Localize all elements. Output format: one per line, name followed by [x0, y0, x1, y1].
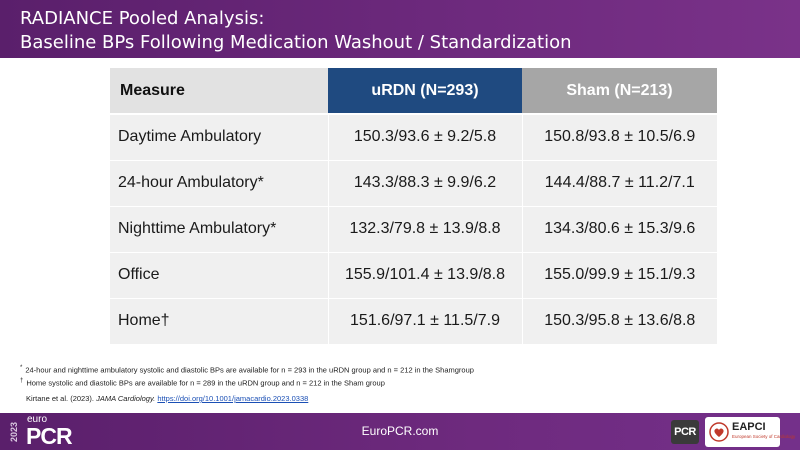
table-row: 24-hour Ambulatory* 143.3/88.3 ± 9.9/6.2… — [110, 159, 717, 206]
citation: Kirtane et al. (2023). JAMA Cardiology. … — [20, 393, 790, 404]
citation-authors: Kirtane et al. (2023). — [26, 394, 94, 403]
slide-title-line-1: RADIANCE Pooled Analysis: — [20, 8, 265, 29]
footnote-text: 24-hour and nighttime ambulatory systoli… — [25, 365, 474, 375]
row-sham-value: 144.4/88.7 ± 11.2/7.1 — [522, 159, 717, 206]
citation-journal: JAMA Cardiology. — [96, 394, 156, 403]
column-header-sham: Sham (N=213) — [522, 68, 717, 114]
europcr-logo-euro: euro — [27, 414, 48, 425]
row-urdn-value: 132.3/79.8 ± 13.9/8.8 — [328, 205, 523, 252]
table-row: Office 155.9/101.4 ± 13.9/8.8 155.0/99.9… — [110, 251, 717, 298]
table-row: Daytime Ambulatory 150.3/93.6 ± 9.2/5.8 … — [110, 113, 717, 160]
eapci-label: EAPCI — [732, 421, 766, 433]
footnote-text: Home systolic and diastolic BPs are avai… — [26, 378, 385, 387]
row-sham-value: 155.0/99.9 ± 15.1/9.3 — [522, 251, 717, 298]
row-measure: Nighttime Ambulatory* — [110, 205, 329, 252]
row-measure: Office — [110, 251, 329, 298]
footer-bar: 2023 euro PCR EuroPCR.com PCR EAPCI Euro… — [0, 413, 800, 450]
footnote-marker: † — [20, 377, 24, 384]
slide-title-line-2: Baseline BPs Following Medication Washou… — [20, 32, 572, 53]
row-measure: 24-hour Ambulatory* — [110, 159, 329, 206]
column-header-urdn: uRDN (N=293) — [328, 68, 522, 114]
table-header-row: Measure uRDN (N=293) Sham (N=213) — [110, 68, 717, 114]
citation-doi-link[interactable]: https://doi.org/10.1001/jamacardio.2023.… — [157, 394, 309, 403]
column-header-measure: Measure — [110, 68, 328, 114]
baseline-bp-table: Measure uRDN (N=293) Sham (N=213) Daytim… — [110, 68, 717, 344]
europcr-logo-pcr: PCR — [26, 423, 73, 449]
row-urdn-value: 155.9/101.4 ± 13.9/8.8 — [328, 251, 523, 298]
eapci-logo: EAPCI European Society of Cardiology — [705, 417, 795, 447]
row-urdn-value: 143.3/88.3 ± 9.9/6.2 — [328, 159, 523, 206]
eapci-subtitle: European Society of Cardiology — [732, 434, 796, 439]
pcr-logo: PCR — [671, 420, 699, 444]
row-sham-value: 150.3/95.8 ± 13.6/8.8 — [522, 297, 717, 344]
row-sham-value: 134.3/80.6 ± 15.3/9.6 — [522, 205, 717, 252]
europcr-url[interactable]: EuroPCR.com — [361, 424, 439, 438]
heart-icon — [709, 422, 729, 442]
row-urdn-value: 150.3/93.6 ± 9.2/5.8 — [328, 113, 523, 160]
table-row: Home† 151.6/97.1 ± 11.5/7.9 150.3/95.8 ±… — [110, 297, 717, 344]
table-row: Nighttime Ambulatory* 132.3/79.8 ± 13.9/… — [110, 205, 717, 252]
row-urdn-value: 151.6/97.1 ± 11.5/7.9 — [328, 297, 523, 344]
footnotes: * 24-hour and nighttime ambulatory systol… — [20, 363, 790, 404]
footnote-marker: * — [20, 365, 23, 371]
title-banner: RADIANCE Pooled Analysis: Baseline BPs F… — [0, 0, 800, 58]
footnote-ambulatory: * 24-hour and nighttime ambulatory systol… — [20, 363, 790, 376]
row-measure: Daytime Ambulatory — [110, 113, 329, 160]
row-measure: Home† — [110, 297, 329, 344]
footnote-home: † Home systolic and diastolic BPs are ava… — [20, 376, 790, 389]
row-sham-value: 150.8/93.8 ± 10.5/6.9 — [522, 113, 717, 160]
